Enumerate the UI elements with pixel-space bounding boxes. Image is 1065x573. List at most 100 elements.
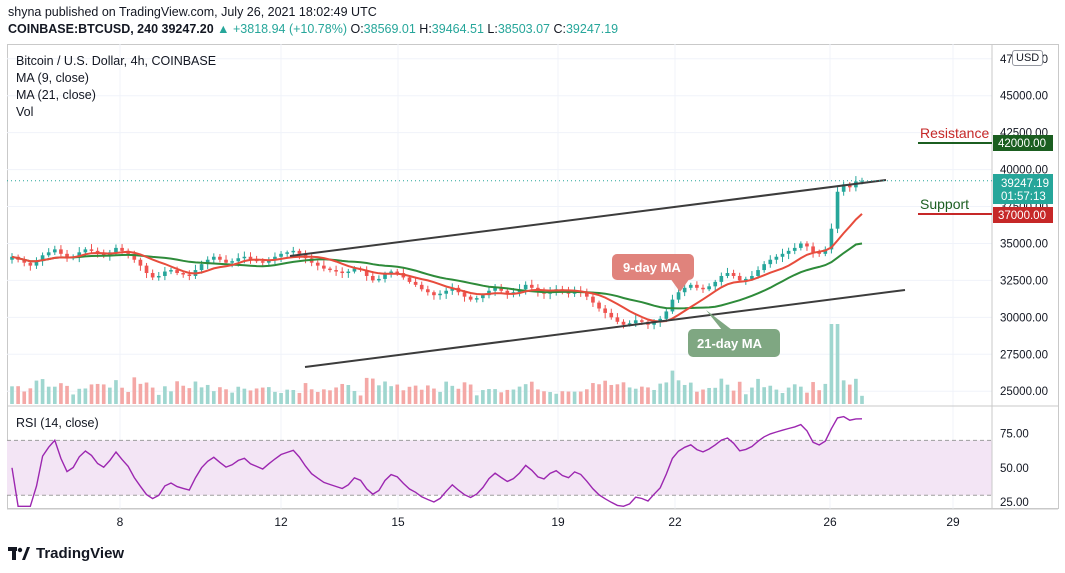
candle-body bbox=[352, 268, 357, 272]
candle-body bbox=[743, 278, 748, 281]
volume-bar bbox=[603, 380, 607, 404]
candle-body bbox=[28, 262, 33, 266]
volume-bar bbox=[578, 391, 583, 404]
volume-bar bbox=[16, 386, 20, 404]
open-value: 38569.01 bbox=[363, 22, 416, 36]
candle-body bbox=[493, 287, 497, 291]
volume-bar bbox=[156, 394, 161, 404]
ma21-line bbox=[11, 242, 863, 310]
candle-body bbox=[199, 264, 204, 271]
volume-bar bbox=[462, 382, 467, 404]
volume-bar bbox=[646, 387, 650, 404]
candle-body bbox=[633, 320, 638, 324]
volume-bar bbox=[432, 388, 436, 404]
candle-body bbox=[664, 311, 669, 319]
candle-body bbox=[52, 249, 57, 253]
volume-bar bbox=[370, 378, 375, 404]
candle-body bbox=[499, 287, 504, 291]
candle-body bbox=[695, 284, 699, 288]
volume-bar bbox=[413, 385, 418, 404]
support-tag bbox=[993, 207, 1053, 223]
volume-bar bbox=[401, 390, 406, 404]
candle-body bbox=[65, 253, 69, 259]
volume-bar bbox=[505, 389, 510, 404]
support-price: 37000.00 bbox=[998, 210, 1046, 222]
current-price-tag bbox=[993, 174, 1053, 204]
volume-bar bbox=[132, 377, 137, 404]
volume-bar bbox=[328, 390, 332, 404]
candle-body bbox=[34, 261, 39, 266]
volume-bar bbox=[811, 382, 815, 404]
lower-trendline bbox=[304, 289, 906, 368]
volume-bar bbox=[627, 387, 632, 404]
candle-body bbox=[725, 273, 730, 276]
volume-bar bbox=[236, 386, 241, 404]
volume-bar bbox=[322, 389, 326, 404]
candle-body bbox=[627, 323, 632, 325]
candle-body bbox=[211, 256, 216, 260]
rsi-axis: 25.00 50.00 75.00 bbox=[1000, 428, 1029, 509]
candle-body bbox=[603, 308, 607, 313]
time-tick-label: 19 bbox=[551, 515, 565, 529]
candle-body bbox=[523, 284, 528, 290]
candle-body bbox=[46, 252, 51, 256]
candle-body bbox=[756, 270, 760, 276]
candle-body bbox=[462, 292, 467, 297]
volume-bar bbox=[560, 391, 565, 404]
candle-body bbox=[114, 247, 118, 253]
rsi-tick-label: 75.00 bbox=[1000, 428, 1029, 440]
volume-bar bbox=[65, 385, 69, 404]
ma9-callout-text: 9-day MA bbox=[623, 260, 681, 275]
candle-body bbox=[248, 256, 253, 260]
ma21-callout-pointer bbox=[706, 310, 732, 330]
volume-bar bbox=[83, 388, 88, 404]
candle-body bbox=[407, 277, 412, 282]
symbol-ohlc-line: COINBASE:BTCUSD, 240 39247.20 ▲ +3818.94… bbox=[8, 22, 618, 36]
volume-bar bbox=[652, 389, 656, 404]
volume-bar bbox=[389, 386, 393, 404]
volume-bar bbox=[120, 387, 124, 404]
volume-bar bbox=[273, 391, 277, 404]
candle-body bbox=[377, 278, 381, 281]
price-tick-label: 35000.00 bbox=[1000, 238, 1048, 250]
candle-body bbox=[279, 253, 283, 257]
volume-bar bbox=[358, 395, 363, 404]
volume-bar bbox=[774, 389, 779, 404]
candle-body bbox=[597, 302, 601, 309]
volume-bar bbox=[633, 388, 638, 404]
volume-bar bbox=[10, 386, 14, 404]
volume-bar bbox=[114, 380, 118, 404]
candle-body bbox=[817, 252, 822, 254]
volume-bar bbox=[340, 383, 345, 404]
volume-bar bbox=[407, 386, 412, 404]
high-label: H: bbox=[419, 22, 432, 36]
volume-bar bbox=[150, 387, 155, 404]
price-tick-label: 45000.00 bbox=[1000, 91, 1048, 103]
volume-bar bbox=[487, 389, 491, 404]
volume-bar bbox=[664, 382, 669, 404]
candle-body bbox=[322, 265, 326, 269]
resistance-label: Resistance bbox=[920, 125, 989, 141]
volume-bar bbox=[144, 382, 149, 404]
current-price: 39247.19 bbox=[1001, 178, 1049, 190]
currency-button[interactable]: USD bbox=[1012, 50, 1044, 66]
candle-body bbox=[395, 271, 400, 274]
candle-body bbox=[432, 292, 436, 296]
volume-bar bbox=[211, 391, 216, 404]
candle-body bbox=[267, 259, 271, 263]
candle-body bbox=[786, 250, 791, 254]
legend-ma21: MA (21, close) bbox=[16, 88, 96, 102]
candle-body bbox=[615, 317, 620, 322]
candle-body bbox=[187, 274, 192, 276]
volume-bar bbox=[175, 381, 179, 404]
volume-bar bbox=[737, 381, 742, 404]
volume-bar bbox=[456, 388, 461, 404]
volume-bar bbox=[829, 324, 834, 404]
volume-bar bbox=[309, 389, 314, 404]
legend-rsi: RSI (14, close) bbox=[16, 416, 99, 430]
candle-body bbox=[670, 299, 675, 312]
candle-body bbox=[156, 275, 161, 278]
volume-bar bbox=[346, 385, 351, 404]
rsi-tick-label: 25.00 bbox=[1000, 497, 1029, 509]
